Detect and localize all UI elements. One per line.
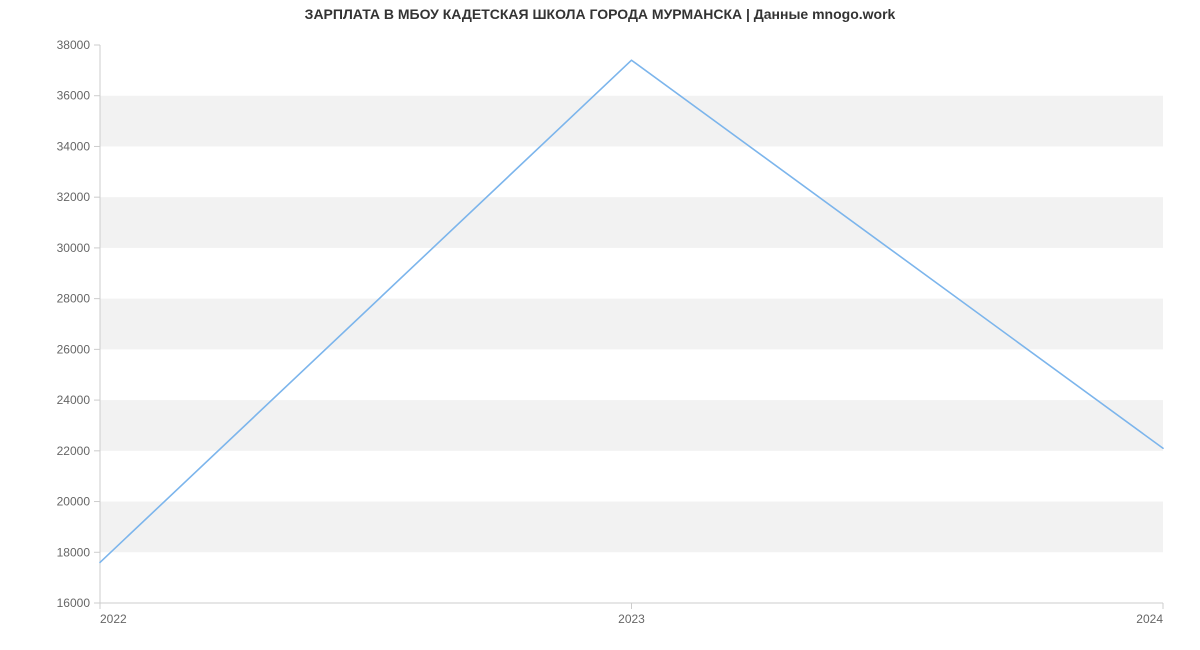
y-tick-label: 34000 — [57, 139, 91, 153]
y-tick-label: 36000 — [57, 89, 91, 103]
y-tick-label: 18000 — [57, 545, 91, 559]
y-tick-label: 28000 — [57, 292, 91, 306]
grid-band — [100, 197, 1163, 248]
chart-title: ЗАРПЛАТА В МБОУ КАДЕТСКАЯ ШКОЛА ГОРОДА М… — [0, 6, 1200, 22]
grid-band — [100, 400, 1163, 451]
grid-band — [100, 96, 1163, 147]
x-tick-label: 2022 — [100, 612, 127, 626]
y-tick-label: 24000 — [57, 393, 91, 407]
y-tick-label: 32000 — [57, 190, 91, 204]
grid-band — [100, 502, 1163, 553]
x-tick-label: 2023 — [618, 612, 645, 626]
salary-line-chart: ЗАРПЛАТА В МБОУ КАДЕТСКАЯ ШКОЛА ГОРОДА М… — [0, 0, 1200, 650]
x-tick-label: 2024 — [1136, 612, 1163, 626]
chart-svg: 16000 18000 20000 22000 24000 26000 28000 30000… — [0, 0, 1200, 650]
y-tick-label: 38000 — [57, 38, 91, 52]
y-tick-label: 22000 — [57, 444, 91, 458]
grid-band — [100, 299, 1163, 350]
y-tick-label: 20000 — [57, 495, 91, 509]
y-tick-label: 26000 — [57, 342, 91, 356]
y-tick-label: 30000 — [57, 241, 91, 255]
y-tick-label: 16000 — [57, 596, 91, 610]
